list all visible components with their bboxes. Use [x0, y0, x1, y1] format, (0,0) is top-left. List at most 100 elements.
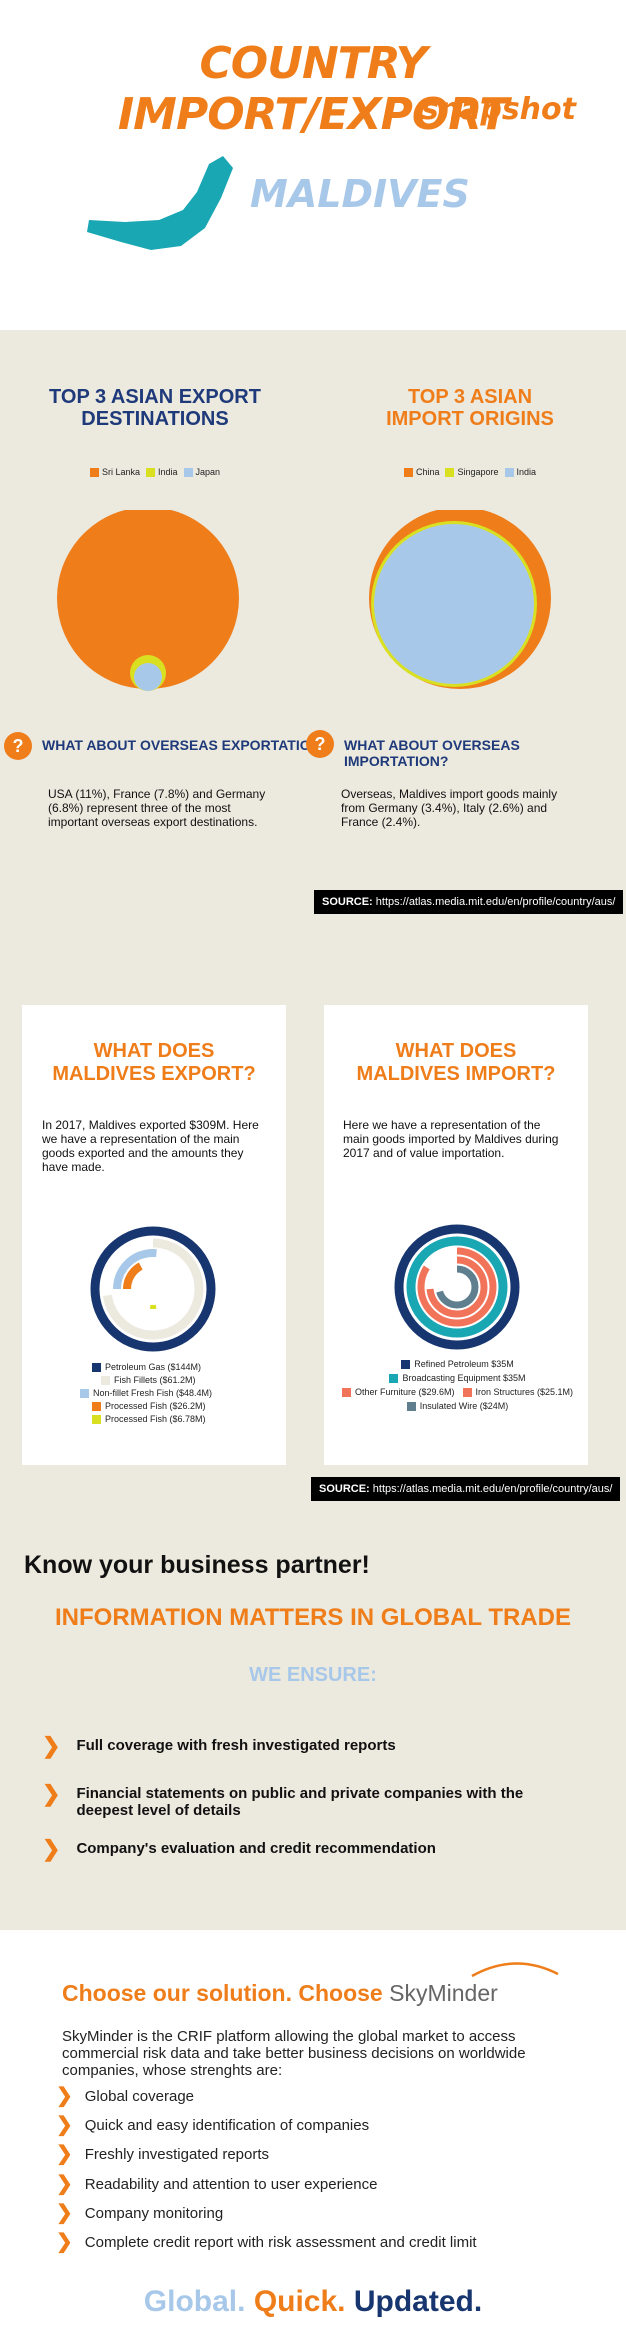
feature-item: ❯ Complete credit report with risk assess…	[56, 2231, 477, 2253]
tagline-quick: Quick.	[253, 2285, 346, 2318]
export-goods-title: WHAT DOES MALDIVES EXPORT?	[22, 1040, 286, 1086]
import-goods-title-line2: MALDIVES IMPORT?	[356, 1063, 556, 1085]
pie-slice-india	[374, 524, 534, 684]
export-destinations-title: TOP 3 ASIAN EXPORT DESTINATIONS	[30, 386, 280, 430]
export-destinations-title-line1: TOP 3 ASIAN EXPORT	[49, 386, 261, 408]
country-name: MALDIVES	[250, 172, 470, 216]
legend-item: Non-fillet Fresh Fish ($48.4M)	[80, 1388, 212, 1398]
overseas-export-title: WHAT ABOUT OVERSEAS EXPORTATION?	[42, 737, 330, 753]
export-goods-title-line2: MALDIVES EXPORT?	[52, 1063, 256, 1085]
source-note: SOURCE: https://atlas.media.mit.edu/en/p…	[311, 1477, 621, 1501]
chevron-right-icon: ❯	[56, 2085, 73, 2107]
skyminder-arc-icon	[471, 1962, 559, 1978]
radial-bar-fish-fillets	[102, 1238, 204, 1340]
legend-item-china: China	[403, 467, 439, 478]
radial-bar-processed-fish	[123, 1259, 183, 1319]
legend-label: Fish Fillets ($61.2M)	[114, 1375, 196, 1385]
legend-item-singapore: Singapore	[445, 467, 499, 478]
tagline: Global. Quick. Updated.	[0, 2285, 626, 2319]
legend-item: Fish Fillets ($61.2M)	[101, 1375, 212, 1385]
feature-text: Readability and attention to user experi…	[84, 2175, 378, 2193]
legend-item-sri-lanka: Sri Lanka	[89, 467, 140, 478]
source-note: SOURCE: https://atlas.media.mit.edu/en/p…	[314, 890, 624, 914]
legend-label: Insulated Wire ($24M)	[419, 1401, 509, 1411]
legend-label: Refined Petroleum $35M	[414, 1359, 514, 1369]
ensure-bullet: ❯ Financial statements on public and pri…	[42, 1781, 562, 1820]
radial-bar-broadcasting-equipment	[406, 1236, 508, 1338]
pie-slice-japan	[134, 663, 162, 691]
feature-item: ❯ Quick and easy identification of compan…	[56, 2114, 369, 2136]
source-link[interactable]: https://atlas.media.mit.edu/en/profile/c…	[372, 1483, 613, 1495]
radial-bar-other-furniture	[417, 1247, 497, 1327]
export-goods-text: In 2017, Maldives exported $309M. Here w…	[42, 1118, 259, 1174]
solution-heading: Choose our solution. Choose SkyMinder	[62, 1980, 498, 2007]
import-origins-legend: China Singapore India	[355, 467, 585, 478]
import-goods-title-line1: WHAT DOES	[395, 1040, 517, 1062]
import-origins-chart	[369, 510, 551, 689]
legend-label: India	[157, 467, 178, 477]
solution-description: SkyMinder is the CRIF platform allowing …	[62, 2028, 526, 2079]
source-label: SOURCE:	[322, 896, 373, 908]
legend-item: Broadcasting Equipment $35M	[389, 1373, 526, 1383]
source-link[interactable]: https://atlas.media.mit.edu/en/profile/c…	[375, 896, 616, 908]
feature-item: ❯ Freshly investigated reports	[56, 2143, 269, 2165]
legend-row: Other Furniture ($29.6M) Iron Structures…	[341, 1387, 574, 1397]
legend-label: Iron Structures ($25.1M)	[475, 1387, 574, 1397]
chevron-right-icon: ❯	[56, 2231, 73, 2253]
chevron-right-icon: ❯	[42, 1836, 61, 1861]
source-label: SOURCE:	[319, 1483, 370, 1495]
chevron-right-icon: ❯	[56, 2114, 73, 2136]
skyminder-logo: SkyMinder	[389, 1980, 498, 2006]
feature-text: Complete credit report with risk assessm…	[84, 2233, 477, 2251]
import-goods-legend: Refined Petroleum $35M Broadcasting Equi…	[335, 1359, 580, 1411]
legend-item-india: India	[145, 467, 178, 478]
radial-bar-refined-petroleum	[394, 1224, 520, 1350]
radial-bar-processed-fish-small	[133, 1269, 173, 1309]
solution-heading-text: Choose our solution. Choose	[62, 1980, 383, 2006]
export-destinations-chart	[57, 510, 239, 691]
chevron-right-icon: ❯	[56, 2202, 73, 2224]
bullet-text: Full coverage with fresh investigated re…	[76, 1737, 396, 1754]
radial-bar-petroleum-gas	[90, 1226, 216, 1352]
ensure-bullet: ❯ Full coverage with fresh investigated …	[42, 1733, 562, 1758]
legend-label: Petroleum Gas ($144M)	[105, 1362, 202, 1372]
feature-text: Company monitoring	[84, 2204, 224, 2222]
legend-item: Processed Fish ($6.78M)	[92, 1414, 212, 1424]
legend-label: Broadcasting Equipment $35M	[402, 1373, 526, 1383]
bullet-text: Company's evaluation and credit recommen…	[76, 1840, 436, 1857]
pie-slice-sri-lanka	[57, 510, 239, 689]
chevron-right-icon: ❯	[56, 2143, 73, 2165]
legend-label: Non-fillet Fresh Fish ($48.4M)	[93, 1388, 213, 1398]
overseas-import-text: Overseas, Maldives import goods mainly f…	[341, 787, 558, 829]
feature-item: ❯ Readability and attention to user exper…	[56, 2174, 378, 2194]
ensure-bullet: ❯ Company's evaluation and credit recomm…	[42, 1836, 562, 1861]
partner-subheading: INFORMATION MATTERS IN GLOBAL TRADE	[55, 1604, 571, 1631]
legend-item: Processed Fish ($26.2M)	[92, 1401, 212, 1411]
legend-item: Refined Petroleum $35M	[401, 1359, 514, 1369]
radial-bar-iron-structures	[426, 1256, 488, 1318]
radial-bar-insulated-wire	[435, 1265, 479, 1309]
legend-label: Singapore	[457, 467, 499, 477]
legend-item: Iron Structures ($25.1M)	[462, 1387, 574, 1397]
bullet-text: Financial statements on public and priva…	[76, 1785, 524, 1819]
import-origins-title-line2: IMPORT ORIGINS	[386, 408, 554, 430]
import-goods-card	[324, 1005, 588, 1465]
export-goods-legend: Petroleum Gas ($144M) Fish Fillets ($61.…	[80, 1362, 212, 1424]
chevron-right-icon: ❯	[42, 1733, 61, 1758]
overseas-import-title: WHAT ABOUT OVERSEAS IMPORTATION?	[344, 737, 520, 769]
export-goods-chart	[90, 1226, 216, 1352]
legend-label: Processed Fish ($6.78M)	[105, 1414, 206, 1424]
legend-label: Sri Lanka	[101, 467, 140, 477]
export-destinations-legend: Sri Lanka India Japan	[40, 467, 270, 478]
question-icon: ?	[306, 730, 334, 758]
legend-label: India	[516, 467, 537, 477]
tagline-updated: Updated.	[353, 2285, 483, 2318]
legend-item-japan: Japan	[183, 467, 220, 478]
legend-item: Insulated Wire ($24M)	[406, 1401, 509, 1411]
import-goods-title: WHAT DOES MALDIVES IMPORT?	[324, 1040, 588, 1086]
page-subtitle: snapshot	[420, 92, 576, 127]
radial-bar-non-fillet-fresh-fish	[113, 1249, 193, 1329]
import-origins-title-line1: TOP 3 ASIAN	[407, 386, 533, 408]
maldives-map-icon	[87, 156, 233, 250]
chevron-right-icon: ❯	[42, 1781, 61, 1806]
